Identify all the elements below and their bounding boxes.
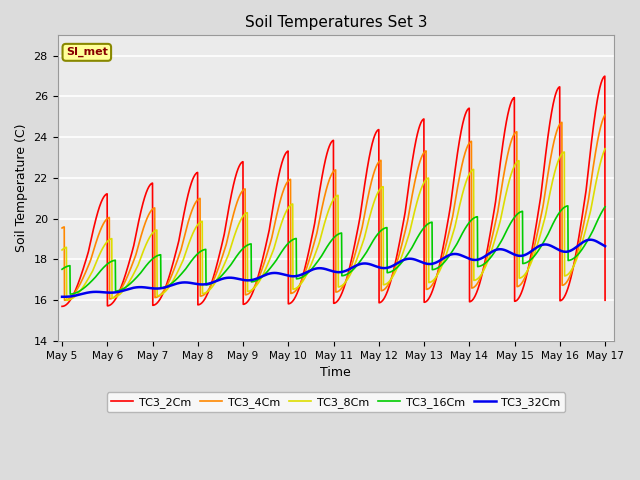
TC3_16Cm (586, 233, 594, 239)
TC3_4Cm (323, 186, 330, 192)
TC3_32Cm (308, 267, 316, 273)
TC3_16Cm (601, 204, 609, 210)
TC3_8Cm (308, 260, 316, 265)
TC3_32Cm (586, 237, 593, 242)
TC3_2Cm (585, 160, 593, 166)
TC3_4Cm (586, 189, 593, 195)
TC3_4Cm (86, 259, 94, 264)
TC3_4Cm (586, 191, 593, 196)
TC3_16Cm (67, 291, 74, 297)
TC3_2Cm (486, 234, 493, 240)
TC3_8Cm (601, 146, 609, 152)
TC3_16Cm (86, 280, 94, 286)
TC3_4Cm (486, 244, 493, 250)
TC3_32Cm (586, 237, 593, 242)
TC3_2Cm (58, 303, 66, 309)
TC3_32Cm (86, 289, 94, 295)
TC3_4Cm (601, 112, 609, 118)
TC3_16Cm (486, 255, 493, 261)
TC3_8Cm (323, 214, 330, 220)
TC3_8Cm (586, 212, 593, 217)
Line: TC3_2Cm: TC3_2Cm (62, 76, 605, 306)
TC3_16Cm (586, 234, 593, 240)
TC3_4Cm (58, 225, 66, 231)
Line: TC3_16Cm: TC3_16Cm (62, 206, 605, 294)
TC3_16Cm (323, 245, 330, 251)
TC3_8Cm (63, 298, 70, 303)
TC3_2Cm (601, 298, 609, 303)
TC3_32Cm (587, 237, 595, 242)
TC3_32Cm (323, 266, 330, 272)
TC3_16Cm (308, 266, 316, 272)
TC3_32Cm (486, 250, 493, 256)
TC3_8Cm (58, 247, 66, 253)
TC3_32Cm (601, 243, 609, 249)
TC3_2Cm (323, 154, 330, 160)
TC3_16Cm (564, 203, 572, 209)
X-axis label: Time: Time (321, 366, 351, 379)
Title: Soil Temperatures Set 3: Soil Temperatures Set 3 (244, 15, 427, 30)
TC3_2Cm (308, 235, 316, 241)
TC3_32Cm (58, 294, 66, 300)
TC3_2Cm (86, 242, 93, 248)
Legend: TC3_2Cm, TC3_4Cm, TC3_8Cm, TC3_16Cm, TC3_32Cm: TC3_2Cm, TC3_4Cm, TC3_8Cm, TC3_16Cm, TC3… (107, 393, 565, 412)
TC3_32Cm (60, 294, 68, 300)
TC3_16Cm (58, 266, 66, 272)
TC3_4Cm (61, 298, 68, 303)
TC3_8Cm (86, 273, 94, 278)
TC3_2Cm (586, 158, 593, 164)
TC3_8Cm (586, 213, 593, 219)
Text: SI_met: SI_met (66, 47, 108, 58)
Line: TC3_4Cm: TC3_4Cm (62, 115, 605, 300)
Line: TC3_32Cm: TC3_32Cm (62, 240, 605, 297)
TC3_2Cm (601, 73, 609, 79)
Line: TC3_8Cm: TC3_8Cm (62, 149, 605, 300)
Y-axis label: Soil Temperature (C): Soil Temperature (C) (15, 124, 28, 252)
TC3_8Cm (486, 252, 493, 258)
TC3_4Cm (308, 248, 316, 253)
